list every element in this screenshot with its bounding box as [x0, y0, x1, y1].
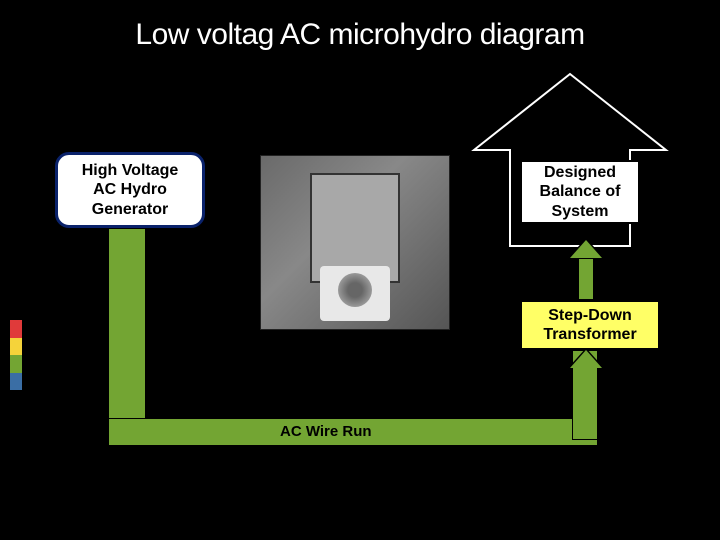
stripe-seg — [10, 355, 22, 373]
diagram-title: Low voltag AC microhydro diagram — [0, 18, 720, 52]
equipment-photo — [260, 155, 450, 330]
balance-box: Designed Balance of System — [520, 160, 640, 224]
wire-run-label: AC Wire Run — [280, 423, 372, 440]
arrow-to-transformer-head — [570, 350, 602, 368]
transformer-box: Step-Down Transformer — [520, 300, 660, 350]
stripe-seg — [10, 320, 22, 338]
generator-label: High Voltage AC Hydro Generator — [82, 161, 179, 219]
turbine-gear-graphic — [338, 273, 372, 307]
generator-box: High Voltage AC Hydro Generator — [55, 152, 205, 228]
accent-stripe — [10, 320, 22, 390]
arrow-to-balance-head — [570, 240, 602, 258]
stripe-seg — [10, 373, 22, 391]
balance-label: Designed Balance of System — [540, 163, 621, 221]
arrow-to-balance-shaft — [578, 258, 594, 300]
transformer-label: Step-Down Transformer — [543, 306, 636, 344]
stripe-seg — [10, 338, 22, 356]
wire-vertical-left — [108, 228, 146, 440]
